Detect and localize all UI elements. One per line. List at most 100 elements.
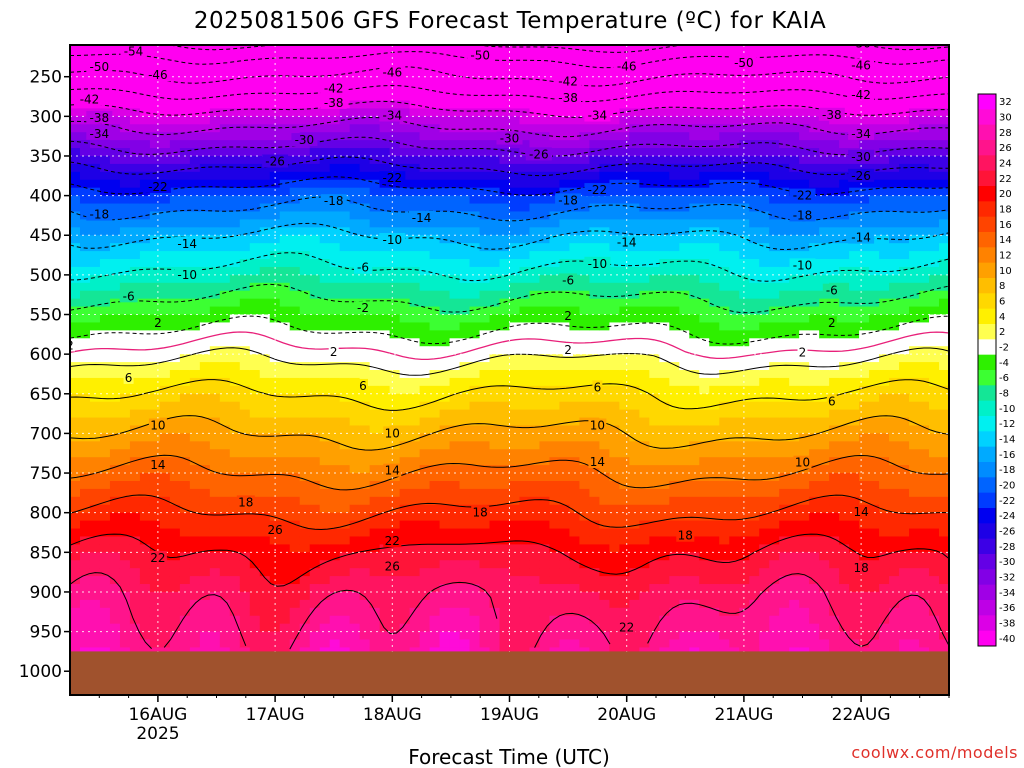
heatmap-cell bbox=[489, 433, 501, 442]
heatmap-cell bbox=[429, 76, 441, 86]
heatmap-cell bbox=[249, 488, 261, 498]
heatmap-cell bbox=[399, 84, 411, 94]
heatmap-cell bbox=[239, 274, 251, 284]
heatmap-cell bbox=[619, 274, 630, 284]
heatmap-cell bbox=[469, 560, 481, 569]
heatmap-cell bbox=[509, 179, 521, 189]
heatmap-cell bbox=[219, 607, 231, 617]
heatmap-cell bbox=[379, 449, 391, 458]
heatmap-cell bbox=[629, 615, 640, 625]
heatmap-cell bbox=[289, 211, 301, 220]
heatmap-cell bbox=[499, 322, 511, 331]
heatmap-cell bbox=[639, 599, 650, 609]
heatmap-cell bbox=[649, 377, 660, 387]
heatmap-cell bbox=[609, 560, 620, 569]
heatmap-cell bbox=[329, 298, 341, 308]
heatmap-cell bbox=[369, 393, 381, 403]
heatmap-cell bbox=[209, 84, 221, 94]
heatmap-cell bbox=[209, 124, 221, 133]
heatmap-cell bbox=[70, 330, 81, 339]
heatmap-cell bbox=[129, 362, 141, 371]
heatmap-cell bbox=[319, 536, 331, 545]
heatmap-cell bbox=[269, 116, 281, 125]
heatmap-cell bbox=[249, 132, 261, 141]
heatmap-cell bbox=[319, 243, 331, 252]
heatmap-cell bbox=[129, 108, 141, 117]
heatmap-cell bbox=[439, 330, 451, 339]
heatmap-cell bbox=[609, 92, 620, 102]
heatmap-cell bbox=[579, 560, 591, 569]
heatmap-cell bbox=[179, 179, 191, 189]
heatmap-cell bbox=[369, 568, 381, 577]
heatmap-cell bbox=[539, 576, 551, 585]
heatmap-cell bbox=[499, 536, 511, 545]
heatmap-cell bbox=[489, 528, 501, 538]
heatmap-cell bbox=[389, 457, 401, 466]
heatmap-cell bbox=[559, 480, 571, 490]
heatmap-cell bbox=[519, 282, 531, 292]
heatmap-cell bbox=[249, 433, 261, 442]
heatmap-cell bbox=[239, 219, 251, 228]
heatmap-cell bbox=[419, 243, 431, 252]
heatmap-cell bbox=[519, 84, 531, 94]
heatmap-cell bbox=[79, 362, 91, 371]
heatmap-cell bbox=[299, 409, 311, 419]
heatmap-cell bbox=[209, 544, 221, 553]
heatmap-cell bbox=[639, 354, 650, 363]
heatmap-cell bbox=[269, 322, 281, 331]
heatmap-cell bbox=[299, 417, 311, 427]
heatmap-cell bbox=[289, 385, 301, 395]
heatmap-cell bbox=[319, 480, 331, 490]
heatmap-cell bbox=[459, 330, 471, 339]
heatmap-cell bbox=[669, 465, 680, 474]
heatmap-cell bbox=[519, 599, 531, 609]
heatmap-cell bbox=[529, 235, 541, 244]
heatmap-cell bbox=[599, 195, 610, 205]
heatmap-cell bbox=[599, 132, 610, 141]
heatmap-cell bbox=[459, 568, 471, 577]
heatmap-cell bbox=[629, 155, 640, 165]
heatmap-cell bbox=[669, 607, 680, 617]
heatmap-cell bbox=[329, 568, 341, 577]
heatmap-cell bbox=[469, 544, 481, 553]
heatmap-cell bbox=[109, 322, 121, 331]
heatmap-cell bbox=[429, 385, 441, 395]
heatmap-cell bbox=[259, 584, 271, 593]
heatmap-cell bbox=[179, 385, 191, 395]
heatmap-cell bbox=[139, 84, 151, 94]
heatmap-cell bbox=[369, 441, 381, 450]
heatmap-cell bbox=[629, 195, 640, 205]
heatmap-cell bbox=[499, 370, 511, 379]
heatmap-cell bbox=[219, 100, 231, 110]
heatmap-cell bbox=[109, 425, 121, 435]
heatmap-cell bbox=[279, 259, 291, 268]
heatmap-cell bbox=[129, 155, 141, 165]
heatmap-cell bbox=[109, 306, 121, 316]
heatmap-cell bbox=[469, 76, 481, 86]
heatmap-cell bbox=[399, 496, 411, 506]
heatmap-cell bbox=[399, 52, 411, 62]
heatmap-cell bbox=[139, 195, 151, 205]
heatmap-cell bbox=[389, 631, 401, 641]
heatmap-cell bbox=[409, 76, 421, 86]
heatmap-cell bbox=[599, 100, 610, 110]
heatmap-cell bbox=[489, 536, 501, 545]
heatmap-cell bbox=[259, 496, 271, 506]
heatmap-cell bbox=[369, 195, 381, 205]
heatmap-cell bbox=[79, 425, 91, 435]
heatmap-cell bbox=[579, 584, 591, 593]
heatmap-cell bbox=[649, 354, 660, 363]
heatmap-cell bbox=[429, 377, 441, 387]
heatmap-cell bbox=[349, 235, 361, 244]
heatmap-cell bbox=[479, 631, 491, 641]
heatmap-cell bbox=[289, 52, 301, 62]
heatmap-cell bbox=[359, 92, 371, 102]
heatmap-cell bbox=[589, 92, 600, 102]
heatmap-cell bbox=[209, 473, 221, 482]
heatmap-cell bbox=[269, 488, 281, 498]
heatmap-cell bbox=[429, 599, 441, 609]
heatmap-cell bbox=[119, 179, 131, 189]
heatmap-cell bbox=[269, 560, 281, 569]
heatmap-cell bbox=[369, 60, 381, 70]
heatmap-cell bbox=[609, 536, 620, 545]
